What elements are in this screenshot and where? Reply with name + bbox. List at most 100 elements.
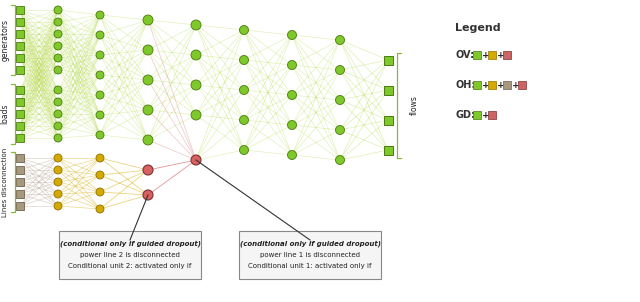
Circle shape [54, 54, 62, 62]
Text: +: + [497, 50, 505, 59]
FancyBboxPatch shape [488, 51, 496, 59]
FancyBboxPatch shape [16, 42, 24, 50]
Text: (conditional only if guided dropout): (conditional only if guided dropout) [239, 241, 381, 247]
Circle shape [54, 202, 62, 210]
Circle shape [54, 6, 62, 14]
FancyBboxPatch shape [16, 134, 24, 142]
Circle shape [287, 31, 296, 40]
Circle shape [191, 20, 201, 30]
FancyBboxPatch shape [16, 122, 24, 130]
FancyBboxPatch shape [16, 54, 24, 62]
Text: OH:: OH: [455, 80, 476, 90]
Circle shape [54, 154, 62, 162]
FancyBboxPatch shape [16, 166, 24, 174]
Text: +: + [497, 81, 505, 89]
FancyBboxPatch shape [383, 115, 392, 124]
Circle shape [143, 75, 153, 85]
FancyBboxPatch shape [16, 66, 24, 74]
FancyBboxPatch shape [239, 231, 381, 279]
FancyBboxPatch shape [16, 178, 24, 186]
Circle shape [54, 98, 62, 106]
Circle shape [96, 205, 104, 213]
Text: +: + [482, 111, 490, 120]
Text: +: + [512, 81, 520, 89]
Circle shape [287, 60, 296, 69]
Text: Conditional unit 1: activated only if: Conditional unit 1: activated only if [248, 263, 372, 269]
Circle shape [96, 11, 104, 19]
Circle shape [191, 110, 201, 120]
Circle shape [54, 134, 62, 142]
FancyBboxPatch shape [16, 30, 24, 38]
FancyBboxPatch shape [16, 6, 24, 14]
Text: power line 2 is disconnected: power line 2 is disconnected [80, 252, 180, 258]
FancyBboxPatch shape [16, 18, 24, 26]
Text: power line 1 is disconnected: power line 1 is disconnected [260, 252, 360, 258]
FancyBboxPatch shape [383, 85, 392, 95]
Text: Lines disconnection: Lines disconnection [2, 147, 8, 217]
Circle shape [96, 91, 104, 99]
Text: (conditional only if guided dropout): (conditional only if guided dropout) [60, 241, 200, 247]
FancyBboxPatch shape [16, 202, 24, 210]
Circle shape [96, 111, 104, 119]
Circle shape [239, 25, 248, 34]
Circle shape [96, 171, 104, 179]
Circle shape [96, 131, 104, 139]
Circle shape [335, 126, 344, 134]
Circle shape [335, 156, 344, 165]
Circle shape [335, 36, 344, 44]
Circle shape [54, 86, 62, 94]
Circle shape [239, 56, 248, 65]
Circle shape [239, 85, 248, 95]
FancyBboxPatch shape [473, 51, 481, 59]
FancyBboxPatch shape [503, 81, 511, 89]
FancyBboxPatch shape [383, 146, 392, 155]
FancyBboxPatch shape [383, 56, 392, 65]
Text: flows: flows [410, 95, 419, 115]
FancyBboxPatch shape [16, 86, 24, 94]
Text: +: + [482, 50, 490, 59]
Text: Conditional unit 2: activated only if: Conditional unit 2: activated only if [68, 263, 192, 269]
Circle shape [96, 71, 104, 79]
Circle shape [54, 66, 62, 74]
Circle shape [54, 18, 62, 26]
FancyBboxPatch shape [473, 81, 481, 89]
Text: generators: generators [1, 19, 10, 61]
FancyBboxPatch shape [16, 190, 24, 198]
Text: Legend: Legend [455, 23, 500, 33]
Text: +: + [482, 81, 490, 89]
Circle shape [143, 165, 153, 175]
Circle shape [96, 188, 104, 196]
FancyBboxPatch shape [503, 51, 511, 59]
Circle shape [54, 178, 62, 186]
Circle shape [54, 166, 62, 174]
Circle shape [287, 91, 296, 99]
Circle shape [335, 95, 344, 104]
Circle shape [54, 110, 62, 118]
Circle shape [191, 80, 201, 90]
Circle shape [287, 120, 296, 130]
Circle shape [239, 146, 248, 155]
FancyBboxPatch shape [59, 231, 201, 279]
FancyBboxPatch shape [488, 111, 496, 119]
Circle shape [54, 122, 62, 130]
Circle shape [191, 50, 201, 60]
Text: loads: loads [1, 104, 10, 124]
Circle shape [335, 66, 344, 75]
Circle shape [54, 42, 62, 50]
Circle shape [143, 105, 153, 115]
Circle shape [287, 150, 296, 159]
Circle shape [54, 30, 62, 38]
Circle shape [143, 45, 153, 55]
Text: GD:: GD: [455, 110, 475, 120]
Circle shape [143, 135, 153, 145]
Circle shape [143, 190, 153, 200]
FancyBboxPatch shape [16, 154, 24, 162]
FancyBboxPatch shape [473, 111, 481, 119]
Circle shape [96, 31, 104, 39]
Circle shape [54, 190, 62, 198]
Circle shape [143, 15, 153, 25]
FancyBboxPatch shape [16, 110, 24, 118]
Circle shape [191, 155, 201, 165]
Circle shape [96, 154, 104, 162]
Circle shape [96, 51, 104, 59]
